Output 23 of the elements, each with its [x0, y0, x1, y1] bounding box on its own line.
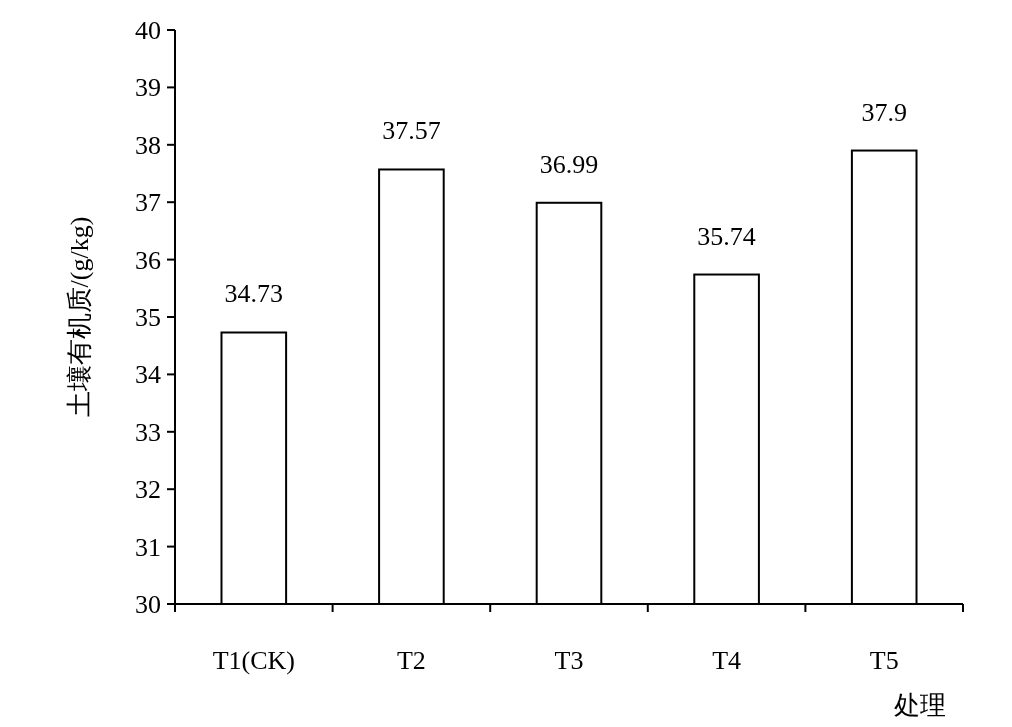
y-tick-label: 36 [135, 245, 161, 275]
y-tick-label: 33 [135, 417, 161, 447]
y-tick-label: 34 [135, 360, 161, 390]
y-axis-title: 土壤有机质/(g/kg) [65, 216, 94, 418]
data-label: 34.73 [224, 279, 284, 309]
data-label: 37.9 [861, 97, 907, 127]
y-tick-label: 40 [135, 16, 161, 45]
x-tick-label: T5 [869, 646, 899, 675]
x-tick-label: T4 [712, 646, 742, 675]
x-tick-label: T3 [554, 646, 584, 675]
y-tick-label: 31 [135, 532, 161, 562]
data-label: 37.57 [382, 116, 441, 146]
y-tick-label: 38 [135, 130, 161, 160]
x-tick-label: T2 [396, 646, 426, 675]
y-tick-label: 32 [135, 475, 161, 505]
x-axis-title: 处理 [894, 691, 946, 720]
x-tick-label: T1(CK) [212, 646, 295, 675]
data-label: 35.74 [697, 221, 756, 251]
y-tick-label: 37 [135, 188, 161, 218]
y-tick-label: 39 [135, 73, 161, 103]
data-label: 36.99 [539, 149, 599, 179]
y-tick-label: 35 [135, 303, 161, 332]
y-tick-label: 30 [135, 590, 161, 619]
